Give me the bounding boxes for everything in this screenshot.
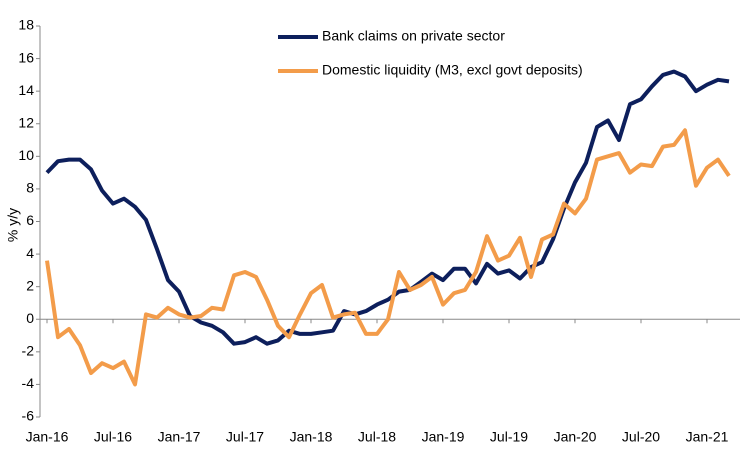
- y-tick-label: 4: [26, 245, 34, 261]
- x-tick-label: Jul-18: [358, 429, 396, 445]
- y-tick-label: 12: [18, 114, 34, 130]
- series-line: [45, 69, 730, 346]
- x-tick-label: Jul-16: [94, 429, 132, 445]
- x-tick-label: Jul-17: [226, 429, 264, 445]
- y-tick-label: -2: [22, 343, 35, 359]
- x-tick-label: Jan-17: [158, 429, 201, 445]
- x-tick-label: Jul-20: [622, 429, 660, 445]
- legend-label: Domestic liquidity (M3, excl govt deposi…: [322, 62, 583, 78]
- x-tick-label: Jan-18: [290, 429, 333, 445]
- y-tick-label: -6: [22, 408, 35, 424]
- x-tick-label: Jan-16: [26, 429, 69, 445]
- y-tick-label: -4: [22, 375, 35, 391]
- y-tick-label: 10: [18, 147, 34, 163]
- y-tick-label: 8: [26, 180, 34, 196]
- series-line: [45, 128, 731, 387]
- x-tick-label: Jul-19: [490, 429, 528, 445]
- y-tick-label: 14: [18, 82, 34, 98]
- y-tick-label: 6: [26, 212, 34, 228]
- y-tick-label: 16: [18, 49, 34, 65]
- y-tick-label: 2: [26, 277, 34, 293]
- y-axis-label: % y/y: [5, 208, 21, 242]
- x-tick-label: Jan-19: [422, 429, 465, 445]
- y-tick-label: 0: [26, 310, 34, 326]
- x-tick-label: Jan-20: [554, 429, 597, 445]
- x-tick-label: Jan-21: [686, 429, 729, 445]
- legend-label: Bank claims on private sector: [322, 28, 505, 44]
- y-tick-label: 18: [18, 17, 34, 33]
